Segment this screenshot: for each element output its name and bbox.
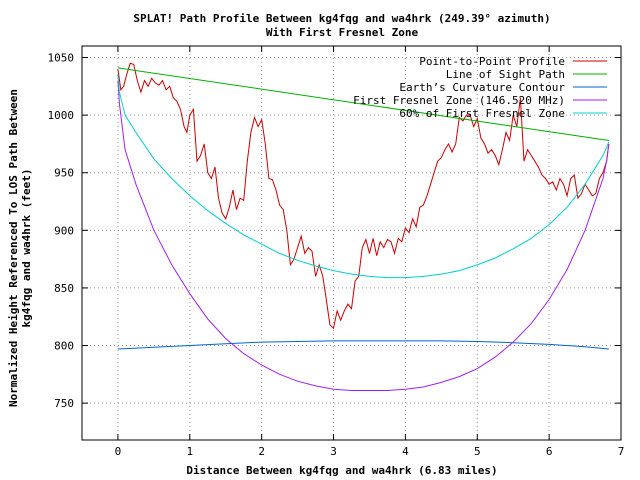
x-tick-label: 2 [258, 445, 265, 458]
legend-label-3: First Fresnel Zone (146.520 MHz) [353, 94, 565, 107]
y-tick-label: 1050 [48, 52, 75, 65]
y-tick-label: 850 [54, 282, 74, 295]
series-line-3 [117, 80, 610, 391]
x-tick-label: 7 [618, 445, 625, 458]
legend-label-1: Line of Sight Path [446, 68, 565, 81]
x-tick-label: 1 [186, 445, 193, 458]
y-tick-label: 800 [54, 340, 74, 353]
y-tick-label: 900 [54, 224, 74, 237]
series-line-0 [117, 62, 610, 330]
series-line-4 [117, 74, 610, 279]
chart-title-line-2: With First Fresnel Zone [266, 26, 419, 39]
x-tick-label: 3 [330, 445, 337, 458]
y-axis-label-line-1: Normalized Height Referenced To LOS Path… [7, 89, 20, 407]
y-tick-label: 950 [54, 167, 74, 180]
x-axis-label: Distance Between kg4fqg and wa4hrk (6.83… [186, 464, 497, 477]
series-line-2 [117, 340, 609, 350]
legend-label-0: Point-to-Point Profile [419, 55, 565, 68]
legend-label-4: 60% of First Fresnel Zone [399, 107, 565, 120]
legend-label-2: Earth’s Curvature Contour [399, 81, 565, 94]
x-tick-label: 4 [402, 445, 409, 458]
plot-frame [81, 45, 622, 441]
x-tick-label: 5 [474, 445, 481, 458]
series-lines [117, 62, 610, 391]
chart-title-line-1: SPLAT! Path Profile Between kg4fqg and w… [133, 12, 550, 25]
x-tick-label: 6 [546, 445, 553, 458]
y-axis-label-line-2: kg4fqg and wa4hrk (feet) [20, 169, 33, 328]
series-line-1 [117, 67, 609, 141]
y-tick-label: 1000 [48, 109, 75, 122]
y-tick-label: 750 [54, 397, 74, 410]
x-tick-label: 0 [115, 445, 122, 458]
